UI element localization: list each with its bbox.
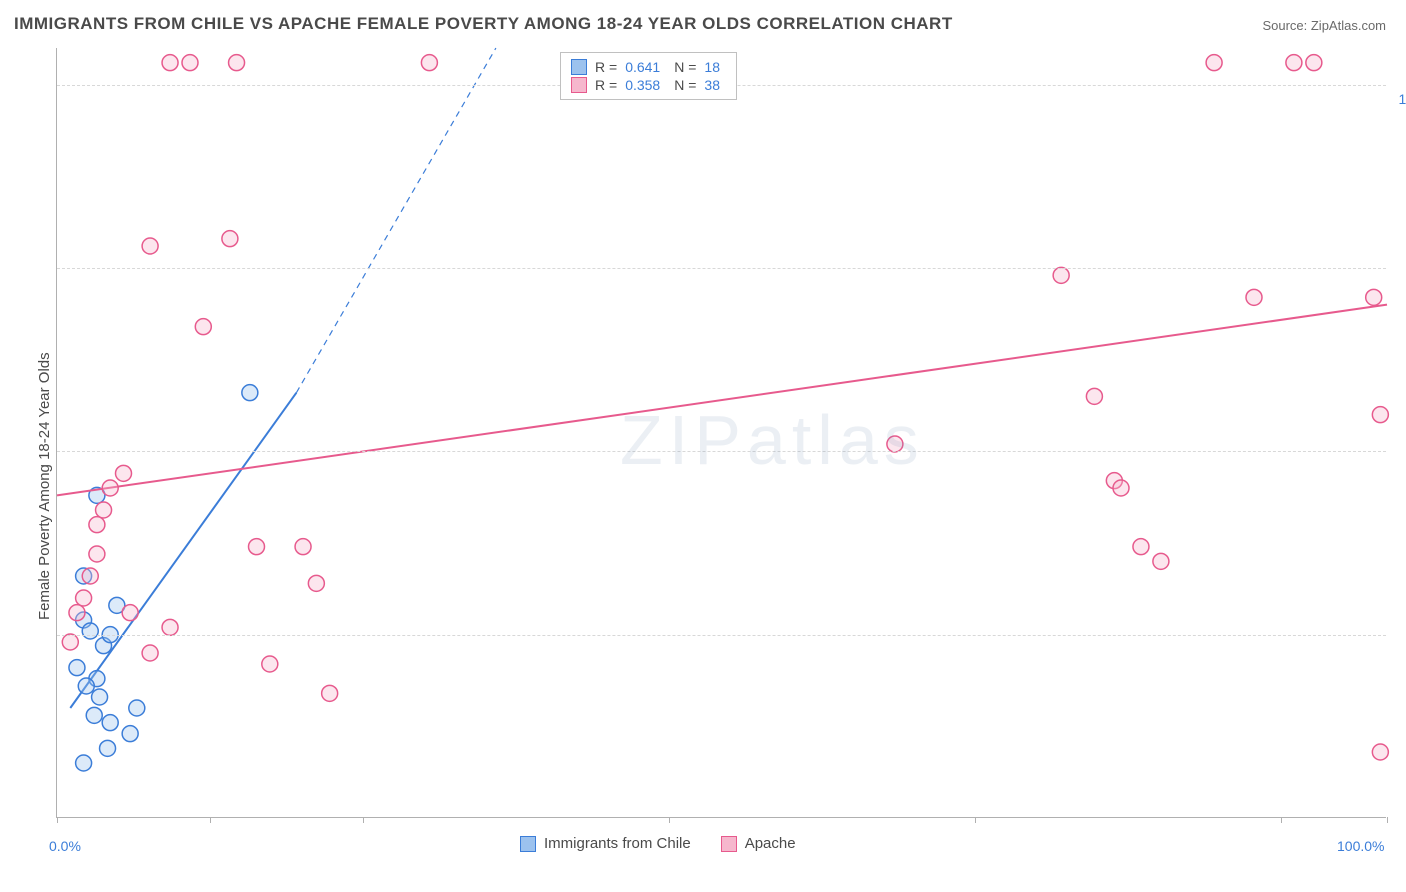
legend-row: R = 0.641 N = 18 bbox=[571, 59, 726, 75]
legend-n-value: 38 bbox=[704, 77, 720, 93]
legend-swatch bbox=[520, 836, 536, 852]
point-chile bbox=[129, 700, 145, 716]
legend-n-label: N = bbox=[674, 59, 696, 75]
point-apache bbox=[1372, 407, 1388, 423]
point-apache bbox=[162, 55, 178, 71]
legend-swatch bbox=[571, 59, 587, 75]
point-apache bbox=[89, 546, 105, 562]
point-apache bbox=[1366, 289, 1382, 305]
point-apache bbox=[262, 656, 278, 672]
x-tick bbox=[669, 817, 670, 823]
plot-area: 25.0%50.0%75.0%100.0%0.0%100.0% bbox=[56, 48, 1386, 818]
point-apache bbox=[308, 575, 324, 591]
source-label: Source: ZipAtlas.com bbox=[1262, 18, 1386, 33]
gridline bbox=[57, 635, 1386, 636]
series-legend: Immigrants from Chile Apache bbox=[520, 835, 796, 852]
point-apache bbox=[1372, 744, 1388, 760]
x-tick bbox=[1281, 817, 1282, 823]
x-tick-label: 0.0% bbox=[49, 838, 81, 854]
legend-n-value: 18 bbox=[704, 59, 720, 75]
point-apache bbox=[102, 480, 118, 496]
point-apache bbox=[887, 436, 903, 452]
point-chile bbox=[242, 385, 258, 401]
series-legend-item: Immigrants from Chile bbox=[520, 835, 691, 852]
legend-swatch bbox=[721, 836, 737, 852]
trend-line-dash-chile bbox=[296, 48, 496, 393]
point-apache bbox=[162, 619, 178, 635]
point-apache bbox=[1306, 55, 1322, 71]
point-chile bbox=[122, 726, 138, 742]
point-apache bbox=[1153, 553, 1169, 569]
point-apache bbox=[142, 645, 158, 661]
x-tick bbox=[57, 817, 58, 823]
point-apache bbox=[69, 605, 85, 621]
point-chile bbox=[69, 660, 85, 676]
correlation-legend: R = 0.641 N = 18 R = 0.358 N = 38 bbox=[560, 52, 737, 100]
trend-line-apache bbox=[57, 305, 1387, 496]
point-apache bbox=[195, 319, 211, 335]
legend-swatch bbox=[571, 77, 587, 93]
point-chile bbox=[76, 755, 92, 771]
x-tick-label: 100.0% bbox=[1337, 838, 1384, 854]
y-axis-label: Female Poverty Among 18-24 Year Olds bbox=[36, 352, 53, 620]
x-tick bbox=[975, 817, 976, 823]
point-apache bbox=[1086, 388, 1102, 404]
point-apache bbox=[249, 539, 265, 555]
point-apache bbox=[1206, 55, 1222, 71]
point-apache bbox=[295, 539, 311, 555]
x-tick bbox=[363, 817, 364, 823]
point-chile bbox=[78, 678, 94, 694]
x-tick bbox=[210, 817, 211, 823]
point-chile bbox=[82, 623, 98, 639]
series-legend-label: Immigrants from Chile bbox=[544, 835, 691, 852]
legend-r-label: R = bbox=[595, 59, 617, 75]
legend-r-label: R = bbox=[595, 77, 617, 93]
point-apache bbox=[142, 238, 158, 254]
chart-title: IMMIGRANTS FROM CHILE VS APACHE FEMALE P… bbox=[14, 14, 953, 34]
point-apache bbox=[62, 634, 78, 650]
point-apache bbox=[1113, 480, 1129, 496]
legend-r-value: 0.641 bbox=[625, 59, 660, 75]
point-apache bbox=[96, 502, 112, 518]
point-chile bbox=[92, 689, 108, 705]
series-legend-label: Apache bbox=[745, 835, 796, 852]
series-legend-item: Apache bbox=[721, 835, 796, 852]
point-chile bbox=[100, 740, 116, 756]
point-apache bbox=[82, 568, 98, 584]
legend-row: R = 0.358 N = 38 bbox=[571, 77, 726, 93]
point-chile bbox=[102, 715, 118, 731]
gridline bbox=[57, 268, 1386, 269]
point-apache bbox=[1246, 289, 1262, 305]
point-chile bbox=[86, 707, 102, 723]
point-apache bbox=[1133, 539, 1149, 555]
point-apache bbox=[182, 55, 198, 71]
legend-n-label: N = bbox=[674, 77, 696, 93]
point-apache bbox=[1286, 55, 1302, 71]
point-apache bbox=[322, 685, 338, 701]
point-apache bbox=[76, 590, 92, 606]
legend-r-value: 0.358 bbox=[625, 77, 660, 93]
x-tick bbox=[1387, 817, 1388, 823]
point-apache bbox=[116, 465, 132, 481]
point-apache bbox=[222, 231, 238, 247]
point-apache bbox=[1053, 267, 1069, 283]
point-apache bbox=[89, 517, 105, 533]
y-tick-label: 100.0% bbox=[1399, 91, 1406, 107]
point-apache bbox=[122, 605, 138, 621]
point-apache bbox=[229, 55, 245, 71]
chart-svg bbox=[57, 48, 1386, 817]
gridline bbox=[57, 451, 1386, 452]
point-apache bbox=[421, 55, 437, 71]
